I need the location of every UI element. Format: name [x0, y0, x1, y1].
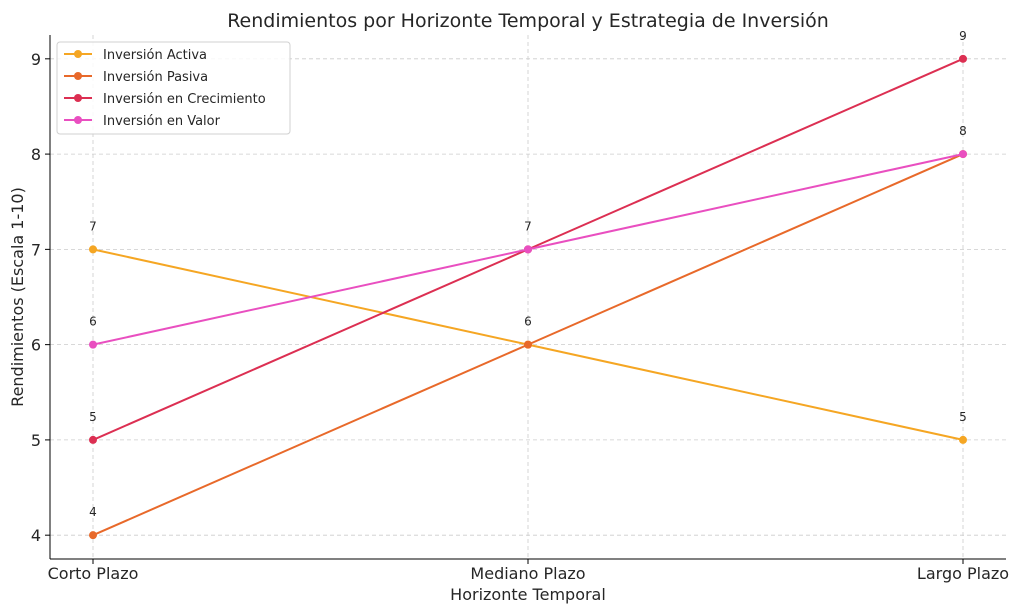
data-label: 6 — [524, 315, 532, 329]
legend-label: Inversión Pasiva — [103, 70, 208, 85]
legend-label: Inversión en Valor — [103, 114, 221, 129]
legend: Inversión Activa Inversión Pasiva Inversió… — [56, 41, 291, 135]
data-label: 7 — [89, 219, 97, 233]
y-axis-label: Rendimientos (Escala 1-10) — [8, 187, 27, 407]
data-point — [959, 150, 967, 159]
data-point — [959, 54, 967, 63]
data-point — [89, 340, 97, 349]
data-label: 5 — [89, 410, 97, 424]
data-point — [89, 435, 97, 444]
legend-marker — [74, 116, 82, 124]
data-label: 6 — [89, 315, 97, 329]
data-point — [89, 531, 97, 540]
legend-label: Inversión Activa — [103, 48, 207, 63]
y-tick-label: 8 — [31, 145, 41, 164]
y-tick-label: 9 — [31, 50, 41, 69]
data-label: 4 — [89, 505, 97, 519]
axes: 4 5 6 7 8 9 Corto Plazo Mediano Plazo Largo Plaz… — [31, 35, 1009, 583]
data-label: 8 — [959, 124, 967, 138]
legend-box — [56, 41, 291, 135]
data-point — [524, 340, 532, 349]
y-tick-label: 4 — [31, 526, 41, 545]
data-label: 9 — [959, 29, 967, 43]
data-label: 5 — [959, 410, 967, 424]
x-axis-label: Horizonte Temporal — [450, 585, 606, 604]
y-tick-label: 7 — [31, 240, 41, 259]
data-label: 7 — [524, 219, 532, 233]
legend-marker — [74, 72, 82, 80]
x-tick-label: Largo Plazo — [917, 564, 1009, 583]
data-point — [524, 245, 532, 254]
data-point — [89, 245, 97, 254]
legend-marker — [74, 94, 82, 102]
x-tick-label: Mediano Plazo — [470, 564, 585, 583]
legend-label: Inversión en Crecimiento — [103, 92, 266, 107]
series-layer — [89, 54, 967, 540]
chart-title: Rendimientos por Horizonte Temporal y Es… — [227, 10, 829, 32]
x-tick-label: Corto Plazo — [48, 564, 139, 583]
y-tick-label: 6 — [31, 336, 41, 355]
data-point — [959, 435, 967, 444]
data-labels: 7 5 4 6 5 9 6 7 8 — [89, 29, 967, 519]
legend-marker — [74, 50, 82, 58]
y-tick-label: 5 — [31, 431, 41, 450]
